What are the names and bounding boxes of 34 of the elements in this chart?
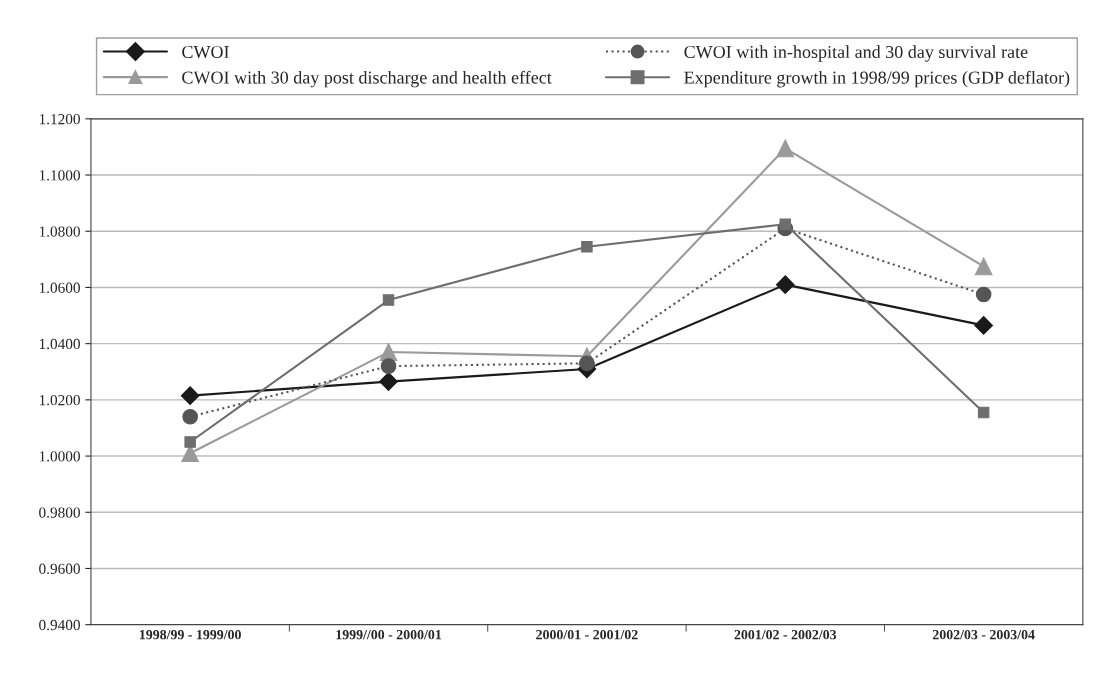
x-tick-label: 1998/99 - 1999/00	[139, 629, 241, 640]
y-tick-label: 1.0600	[39, 282, 80, 293]
point	[382, 294, 395, 306]
point	[974, 257, 993, 276]
point	[776, 139, 795, 158]
point	[775, 275, 795, 294]
y-tick-label: 1.0200	[39, 395, 80, 406]
point	[975, 286, 992, 303]
point	[180, 386, 200, 405]
y-tick-label: 0.9600	[39, 563, 80, 574]
point	[184, 436, 196, 448]
y-tick-label: 0.9400	[39, 619, 80, 631]
point	[779, 218, 792, 230]
x-tick-label: 1999//00 - 2000/01	[336, 629, 442, 640]
legend-label: Expenditure growth in 1998/99 prices (GDP deflator)	[684, 70, 1070, 88]
y-tick-label: 1.0800	[39, 226, 80, 237]
point	[579, 355, 595, 372]
point	[182, 408, 198, 425]
y-tick-label: 1.1000	[39, 170, 80, 181]
point	[974, 316, 994, 335]
point	[581, 240, 593, 253]
legend-label: CWOI with 30 day post discharge and health effect	[182, 70, 552, 88]
x-tick-label: 2000/01 - 2001/02	[536, 629, 638, 640]
y-tick-label: 0.9800	[39, 507, 80, 518]
y-tick-label: 1.0000	[39, 451, 80, 462]
x-tick-label: 2001/02 - 2002/03	[734, 629, 837, 640]
x-tick-label: 2002/03 - 2003/04	[932, 629, 1035, 640]
legend-label: CWOI with in-hospital and 30 day survival rate	[684, 45, 1028, 62]
point	[379, 372, 398, 391]
point	[977, 406, 990, 419]
y-tick-label: 1.0400	[39, 338, 80, 350]
y-tick-label: 1.1200	[39, 113, 80, 125]
point	[380, 358, 397, 374]
legend-label: CWOI	[182, 45, 229, 59]
